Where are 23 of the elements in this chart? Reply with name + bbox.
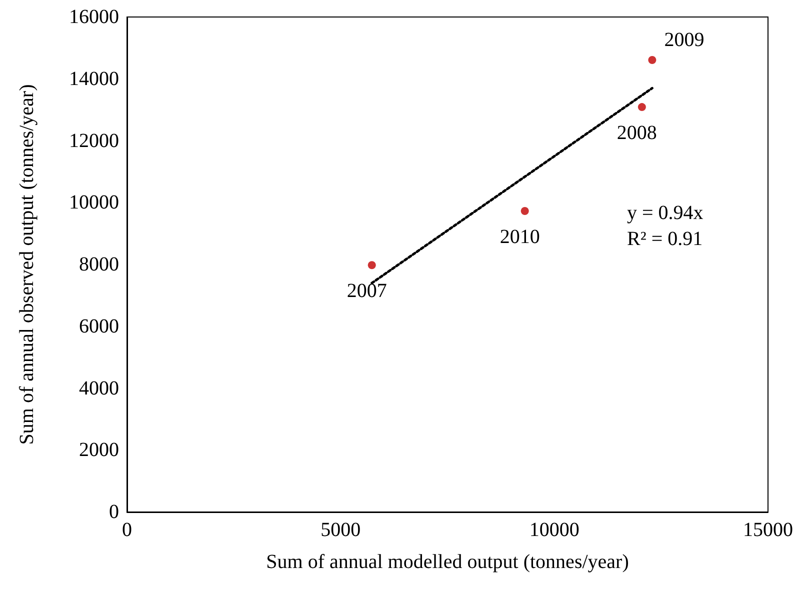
- y-tick-label: 14000: [69, 68, 119, 90]
- y-tick-label: 12000: [69, 130, 119, 152]
- x-tick-label: 5000: [320, 519, 361, 541]
- annotation: y = 0.94x R² = 0.91: [626, 202, 704, 250]
- annotation: 2007: [346, 280, 387, 302]
- y-tick-label: 8000: [79, 254, 119, 276]
- x-axis-title: Sum of annual modelled output (tonnes/year): [266, 551, 629, 573]
- y-tick-label: 2000: [79, 439, 119, 462]
- annotation: 2008: [616, 122, 657, 144]
- y-axis-title: Sum of annual observed output (tonnes/year): [16, 84, 38, 445]
- y-tick-label: 0: [109, 501, 119, 523]
- annotation: 2009: [664, 29, 704, 52]
- y-tick-label: 6000: [79, 315, 119, 338]
- y-tick-label: 16000: [69, 6, 119, 28]
- x-tick-label: 15000: [743, 519, 793, 541]
- x-tick-label: 10000: [529, 519, 580, 541]
- point: [520, 206, 529, 215]
- annotation: 2010: [500, 226, 540, 248]
- point: [648, 56, 656, 64]
- point: [368, 261, 376, 270]
- y-tick-label: 4000: [79, 377, 119, 400]
- y-tick-label: 10000: [69, 192, 119, 214]
- point: [638, 103, 646, 112]
